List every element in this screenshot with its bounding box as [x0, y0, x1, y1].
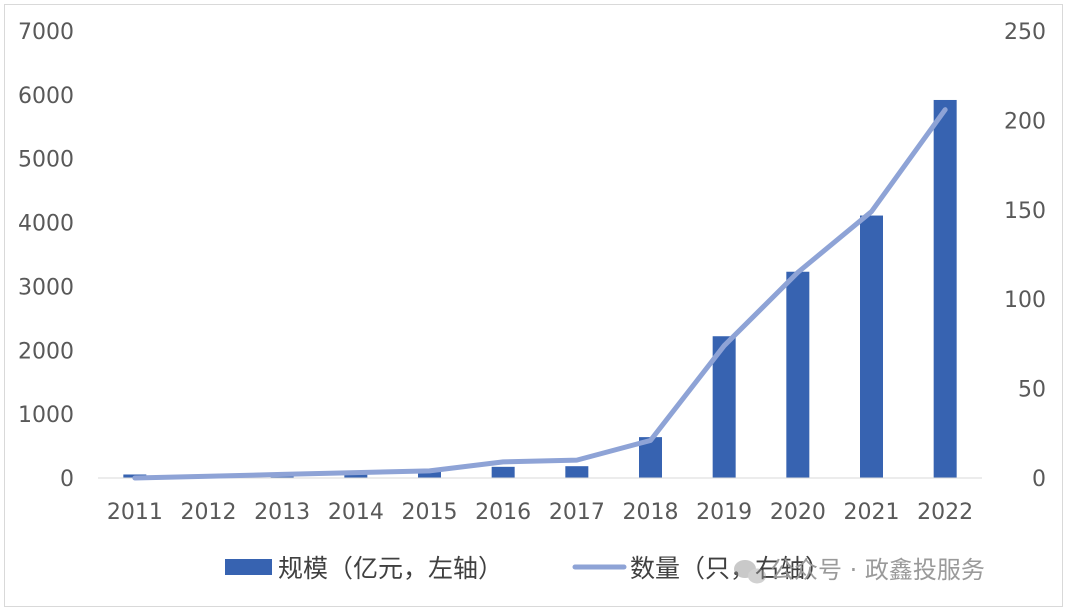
legend-label-bar: 规模（亿元，左轴）: [278, 554, 503, 583]
bar-2015: [418, 470, 441, 478]
watermark: 公众号 · 政鑫投服务: [734, 556, 985, 584]
left-tick-label: 3000: [18, 275, 74, 300]
left-tick-label: 6000: [18, 84, 74, 109]
count-line: [132, 107, 948, 481]
bar-2016: [491, 466, 515, 478]
bar-2018: [639, 437, 662, 478]
x-tick-label: 2021: [844, 500, 900, 525]
watermark-text: 公众号 · 政鑫投服务: [770, 556, 985, 584]
x-tick-label: 2019: [696, 500, 752, 525]
x-tick-label: 2018: [623, 500, 679, 525]
right-tick-label: 50: [1018, 378, 1046, 403]
left-tick-label: 5000: [18, 148, 74, 173]
right-axis: 0 50 100 150 200 250: [1004, 20, 1046, 492]
x-tick-label: 2013: [254, 500, 310, 525]
bar-2014: [344, 473, 368, 478]
left-axis: 0 1000 2000 3000 4000 5000 6000 7000: [18, 20, 74, 492]
legend: 规模（亿元，左轴） 数量（只，右轴）: [225, 554, 830, 583]
legend-label-line: 数量（只，右轴）: [630, 554, 830, 583]
bar-2021: [860, 215, 883, 478]
x-tick-label: 2022: [917, 500, 973, 525]
right-tick-label: 100: [1004, 288, 1046, 313]
x-tick-label: 2017: [549, 500, 605, 525]
x-tick-label: 2014: [328, 500, 384, 525]
bar-2017: [565, 466, 589, 478]
chart-frame: [4, 4, 1063, 607]
x-tick-label: 2012: [181, 500, 237, 525]
line-series: [132, 107, 948, 481]
legend-swatch-bar: [225, 559, 272, 575]
bar-2019: [712, 336, 736, 478]
right-tick-label: 150: [1004, 199, 1046, 224]
right-tick-label: 250: [1004, 20, 1046, 45]
bar-2020: [786, 271, 810, 478]
x-tick-label: 2011: [107, 500, 163, 525]
left-tick-label: 2000: [18, 339, 74, 364]
right-tick-label: 200: [1004, 109, 1046, 134]
bar-2022: [933, 99, 957, 479]
x-axis: 2011 2012 2013 2014 2015 2016 2017 2018 2019 2020…: [107, 500, 973, 525]
wechat-icon: [734, 560, 766, 584]
x-tick-label: 2020: [770, 500, 826, 525]
left-tick-label: 7000: [18, 20, 74, 45]
bar-series: [123, 99, 957, 479]
x-tick-label: 2016: [475, 500, 531, 525]
left-tick-label: 1000: [18, 403, 74, 428]
left-tick-label: 0: [60, 467, 74, 492]
right-tick-label: 0: [1032, 467, 1046, 492]
x-tick-label: 2015: [402, 500, 458, 525]
left-tick-label: 4000: [18, 212, 74, 237]
